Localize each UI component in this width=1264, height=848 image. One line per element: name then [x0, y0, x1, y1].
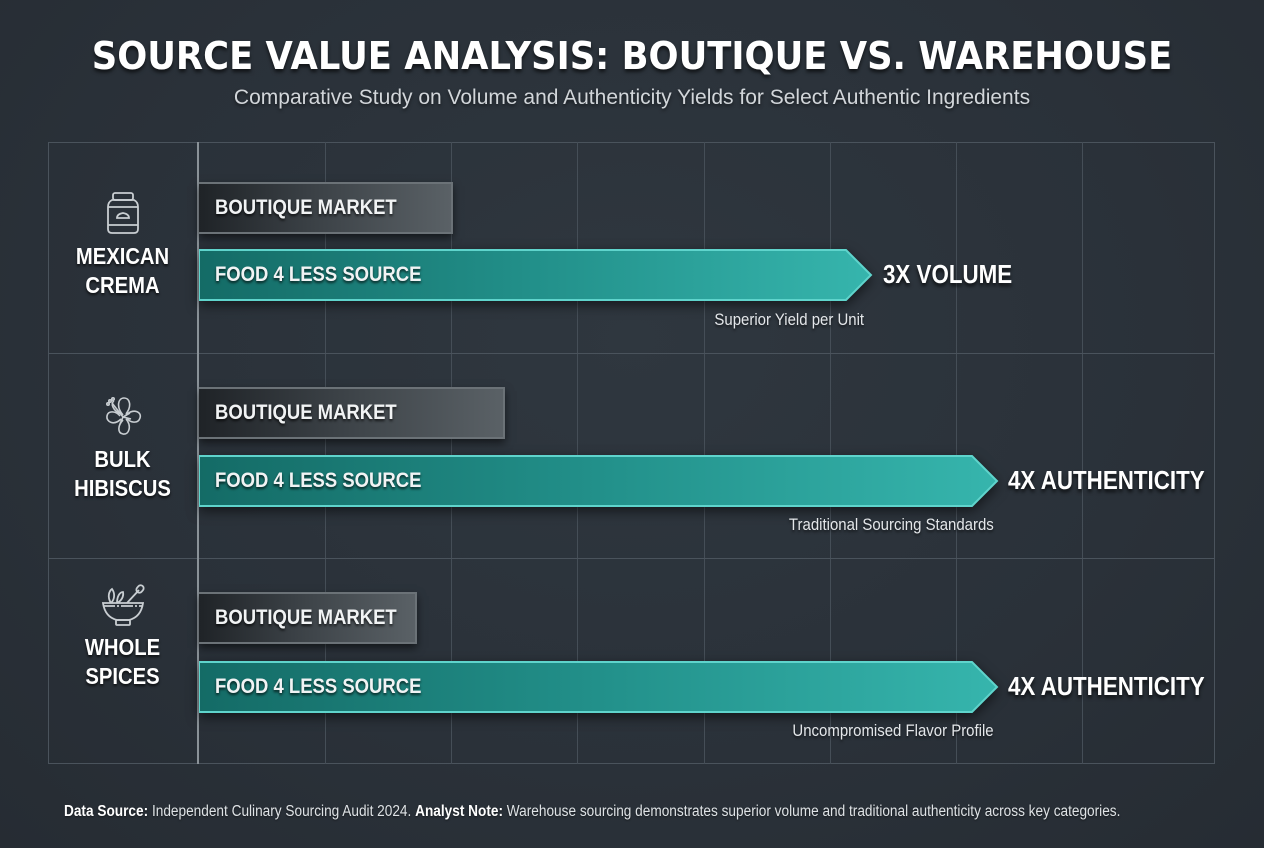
footer-source-label: Data Source: [64, 803, 149, 820]
note-annotation: Superior Yield per Unit [714, 310, 864, 329]
bar-label: FOOD 4 LESS SOURCE [215, 263, 422, 286]
gridline [1082, 142, 1083, 764]
hibiscus-flower-icon [105, 397, 141, 435]
category-label: HIBISCUS [74, 475, 171, 501]
value-annotation: 4X AUTHENTICITY [1008, 465, 1205, 495]
bar-label: BOUTIQUE MARKET [215, 606, 397, 629]
footer-source-text: Independent Culinary Sourcing Audit 2024… [151, 803, 412, 820]
gridline [956, 142, 957, 764]
bar-label: FOOD 4 LESS SOURCE [215, 469, 422, 492]
row-separator [48, 353, 1215, 354]
warehouse-bar[interactable]: FOOD 4 LESS SOURCE [199, 455, 999, 507]
category-whole-spices: WHOLE SPICES [48, 583, 197, 691]
category-bulk-hibiscus: BULK HIBISCUS [48, 393, 197, 503]
y-axis-line [197, 142, 199, 764]
footer-note-label: Analyst Note: [415, 803, 504, 820]
category-label: CREMA [85, 272, 160, 298]
bar-label: BOUTIQUE MARKET [215, 196, 397, 219]
chart-subtitle: Comparative Study on Volume and Authenti… [233, 86, 1031, 109]
warehouse-bar[interactable]: FOOD 4 LESS SOURCE [199, 661, 999, 713]
mortar-pestle-icon [101, 584, 145, 626]
gridline [451, 142, 452, 764]
category-label: SPICES [85, 663, 160, 689]
chart-frame [48, 142, 1215, 764]
gridline [830, 142, 831, 764]
category-label: WHOLE [84, 634, 161, 660]
boutique-bar[interactable]: BOUTIQUE MARKET [199, 592, 417, 644]
category-label: MEXICAN [75, 243, 170, 269]
gridline [577, 142, 578, 764]
bar-label: BOUTIQUE MARKET [215, 401, 397, 424]
value-annotation: 4X AUTHENTICITY [1008, 671, 1205, 701]
bar-label: FOOD 4 LESS SOURCE [215, 675, 422, 698]
footer-note: Data Source: Independent Culinary Sourci… [64, 803, 1120, 821]
note-annotation: Uncompromised Flavor Profile [792, 721, 994, 740]
footer-note-text: Warehouse sourcing demonstrates superior… [506, 803, 1121, 820]
value-annotation: 3X VOLUME [883, 259, 1013, 289]
jar-icon [106, 192, 139, 234]
category-mexican-crema: MEXICAN CREMA [48, 190, 197, 300]
chart-title: SOURCE VALUE ANALYSIS: BOUTIQUE VS. WARE… [91, 34, 1173, 78]
gridline [704, 142, 705, 764]
boutique-bar[interactable]: BOUTIQUE MARKET [199, 182, 453, 234]
gridline [325, 142, 326, 764]
note-annotation: Traditional Sourcing Standards [789, 515, 994, 534]
category-label: BULK [94, 446, 151, 472]
row-separator [48, 558, 1215, 559]
boutique-bar[interactable]: BOUTIQUE MARKET [199, 387, 505, 439]
warehouse-bar[interactable]: FOOD 4 LESS SOURCE [199, 249, 873, 301]
